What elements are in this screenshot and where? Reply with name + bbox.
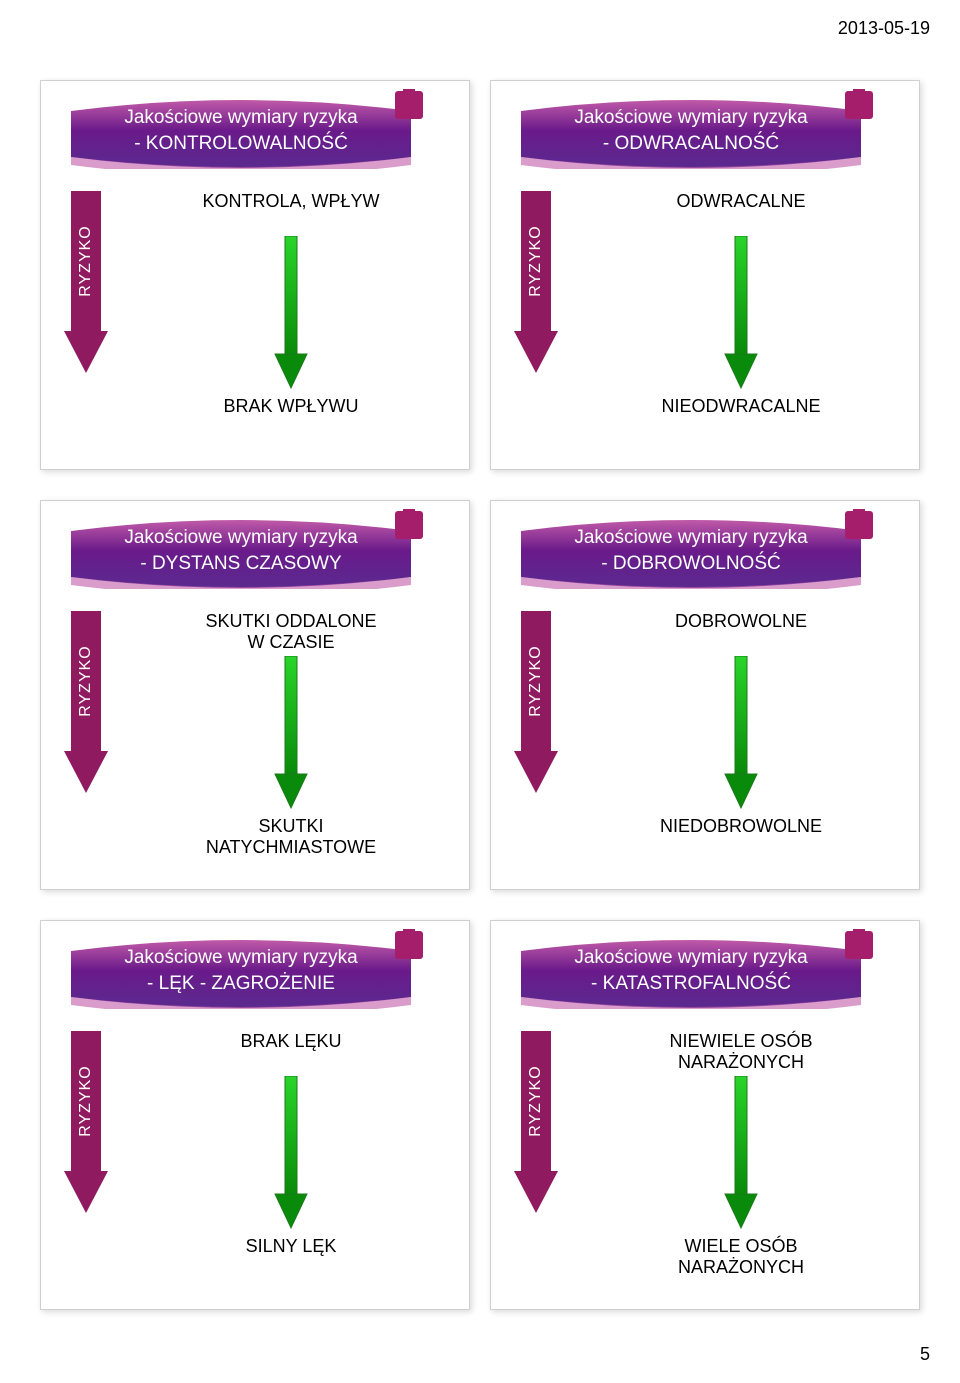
ryzyko-arrowhead-icon (64, 751, 108, 793)
scale-top-label: ODWRACALNE (611, 191, 871, 212)
banner-subtitle: - ODWRACALNOŚĆ (521, 133, 861, 155)
ryzyko-label: RYZYKO (527, 225, 545, 297)
slide-banner: Jakościowe wymiary ryzyka - DYSTANS CZAS… (71, 519, 411, 589)
slide: Jakościowe wymiary ryzyka - KONTROLOWALN… (40, 80, 470, 470)
scale-arrow (721, 1076, 761, 1236)
slide: Jakościowe wymiary ryzyka - DOBROWOLNOŚĆ… (490, 500, 920, 890)
banner-title: Jakościowe wymiary ryzyka (521, 947, 861, 969)
banner-subtitle: - LĘK - ZAGROŻENIE (71, 973, 411, 995)
slide-banner: Jakościowe wymiary ryzyka - DOBROWOLNOŚĆ (521, 519, 861, 589)
banner-accent-icon (843, 929, 875, 961)
banner-title: Jakościowe wymiary ryzyka (521, 107, 861, 129)
ryzyko-box: RYZYKO (521, 1031, 551, 1171)
green-arrow-icon (271, 236, 311, 391)
page-number: 5 (920, 1344, 930, 1365)
scale-bottom-label: NIEDOBROWOLNE (611, 816, 871, 837)
banner-accent-icon (393, 89, 425, 121)
scale-arrow (721, 656, 761, 816)
scale-bottom-label: WIELE OSÓBNARAŻONYCH (611, 1236, 871, 1278)
ryzyko-axis: RYZYKO (71, 191, 101, 331)
ryzyko-axis: RYZYKO (71, 611, 101, 751)
scale-arrow (271, 1076, 311, 1236)
banner-subtitle: - KATASTROFALNOŚĆ (521, 973, 861, 995)
ryzyko-label: RYZYKO (77, 645, 95, 717)
page-date: 2013-05-19 (838, 18, 930, 39)
ryzyko-label: RYZYKO (527, 1065, 545, 1137)
ryzyko-arrowhead-icon (514, 751, 558, 793)
slide-banner: Jakościowe wymiary ryzyka - KONTROLOWALN… (71, 99, 411, 169)
banner-subtitle: - DYSTANS CZASOWY (71, 553, 411, 575)
ryzyko-box: RYZYKO (521, 191, 551, 331)
slide-banner: Jakościowe wymiary ryzyka - ODWRACALNOŚĆ (521, 99, 861, 169)
ryzyko-axis: RYZYKO (521, 191, 551, 331)
ryzyko-label: RYZYKO (77, 225, 95, 297)
ryzyko-label: RYZYKO (77, 1065, 95, 1137)
ryzyko-arrowhead-icon (514, 331, 558, 373)
ryzyko-label: RYZYKO (527, 645, 545, 717)
slide-content: RYZYKO BRAK LĘKU SILNY LĘK (41, 1021, 469, 1291)
scale-bottom-label: SILNY LĘK (161, 1236, 421, 1257)
banner-accent-icon (393, 929, 425, 961)
scale-top-label: DOBROWOLNE (611, 611, 871, 632)
banner-accent-icon (843, 509, 875, 541)
slide-content: RYZYKO NIEWIELE OSÓBNARAŻONYCH WIELE OSÓ… (491, 1021, 919, 1291)
ryzyko-axis: RYZYKO (71, 1031, 101, 1171)
banner-title: Jakościowe wymiary ryzyka (521, 527, 861, 549)
green-arrow-icon (721, 656, 761, 811)
slide-banner: Jakościowe wymiary ryzyka - KATASTROFALN… (521, 939, 861, 1009)
scale-arrow (271, 656, 311, 816)
slide-grid: Jakościowe wymiary ryzyka - KONTROLOWALN… (40, 80, 920, 1310)
slide-content: RYZYKO DOBROWOLNE NIEDOBROWOLNE (491, 601, 919, 871)
banner-accent-icon (393, 509, 425, 541)
ryzyko-axis: RYZYKO (521, 1031, 551, 1171)
slide: Jakościowe wymiary ryzyka - LĘK - ZAGROŻ… (40, 920, 470, 1310)
scale-top-label: BRAK LĘKU (161, 1031, 421, 1052)
ryzyko-box: RYZYKO (71, 191, 101, 331)
slide-content: RYZYKO KONTROLA, WPŁYW BRAK WPŁYWU (41, 181, 469, 451)
scale-bottom-label: NIEODWRACALNE (611, 396, 871, 417)
green-arrow-icon (721, 1076, 761, 1231)
scale-arrow (271, 236, 311, 396)
banner-subtitle: - DOBROWOLNOŚĆ (521, 553, 861, 575)
banner-title: Jakościowe wymiary ryzyka (71, 947, 411, 969)
scale-bottom-label: BRAK WPŁYWU (161, 396, 421, 417)
banner-title: Jakościowe wymiary ryzyka (71, 527, 411, 549)
slide: Jakościowe wymiary ryzyka - DYSTANS CZAS… (40, 500, 470, 890)
ryzyko-arrowhead-icon (64, 1171, 108, 1213)
banner-title: Jakościowe wymiary ryzyka (71, 107, 411, 129)
green-arrow-icon (721, 236, 761, 391)
banner-accent-icon (843, 89, 875, 121)
ryzyko-arrowhead-icon (64, 331, 108, 373)
scale-top-label: NIEWIELE OSÓBNARAŻONYCH (611, 1031, 871, 1073)
ryzyko-arrowhead-icon (514, 1171, 558, 1213)
green-arrow-icon (271, 1076, 311, 1231)
scale-arrow (721, 236, 761, 396)
ryzyko-axis: RYZYKO (521, 611, 551, 751)
slide: Jakościowe wymiary ryzyka - ODWRACALNOŚĆ… (490, 80, 920, 470)
scale-top-label: SKUTKI ODDALONEW CZASIE (161, 611, 421, 653)
banner-subtitle: - KONTROLOWALNOŚĆ (71, 133, 411, 155)
green-arrow-icon (271, 656, 311, 811)
scale-top-label: KONTROLA, WPŁYW (161, 191, 421, 212)
slide-banner: Jakościowe wymiary ryzyka - LĘK - ZAGROŻ… (71, 939, 411, 1009)
ryzyko-box: RYZYKO (71, 611, 101, 751)
ryzyko-box: RYZYKO (521, 611, 551, 751)
scale-bottom-label: SKUTKINATYCHMIASTOWE (161, 816, 421, 858)
slide-content: RYZYKO SKUTKI ODDALONEW CZASIE SKUTKINAT… (41, 601, 469, 871)
ryzyko-box: RYZYKO (71, 1031, 101, 1171)
slide: Jakościowe wymiary ryzyka - KATASTROFALN… (490, 920, 920, 1310)
slide-content: RYZYKO ODWRACALNE NIEODWRACALNE (491, 181, 919, 451)
